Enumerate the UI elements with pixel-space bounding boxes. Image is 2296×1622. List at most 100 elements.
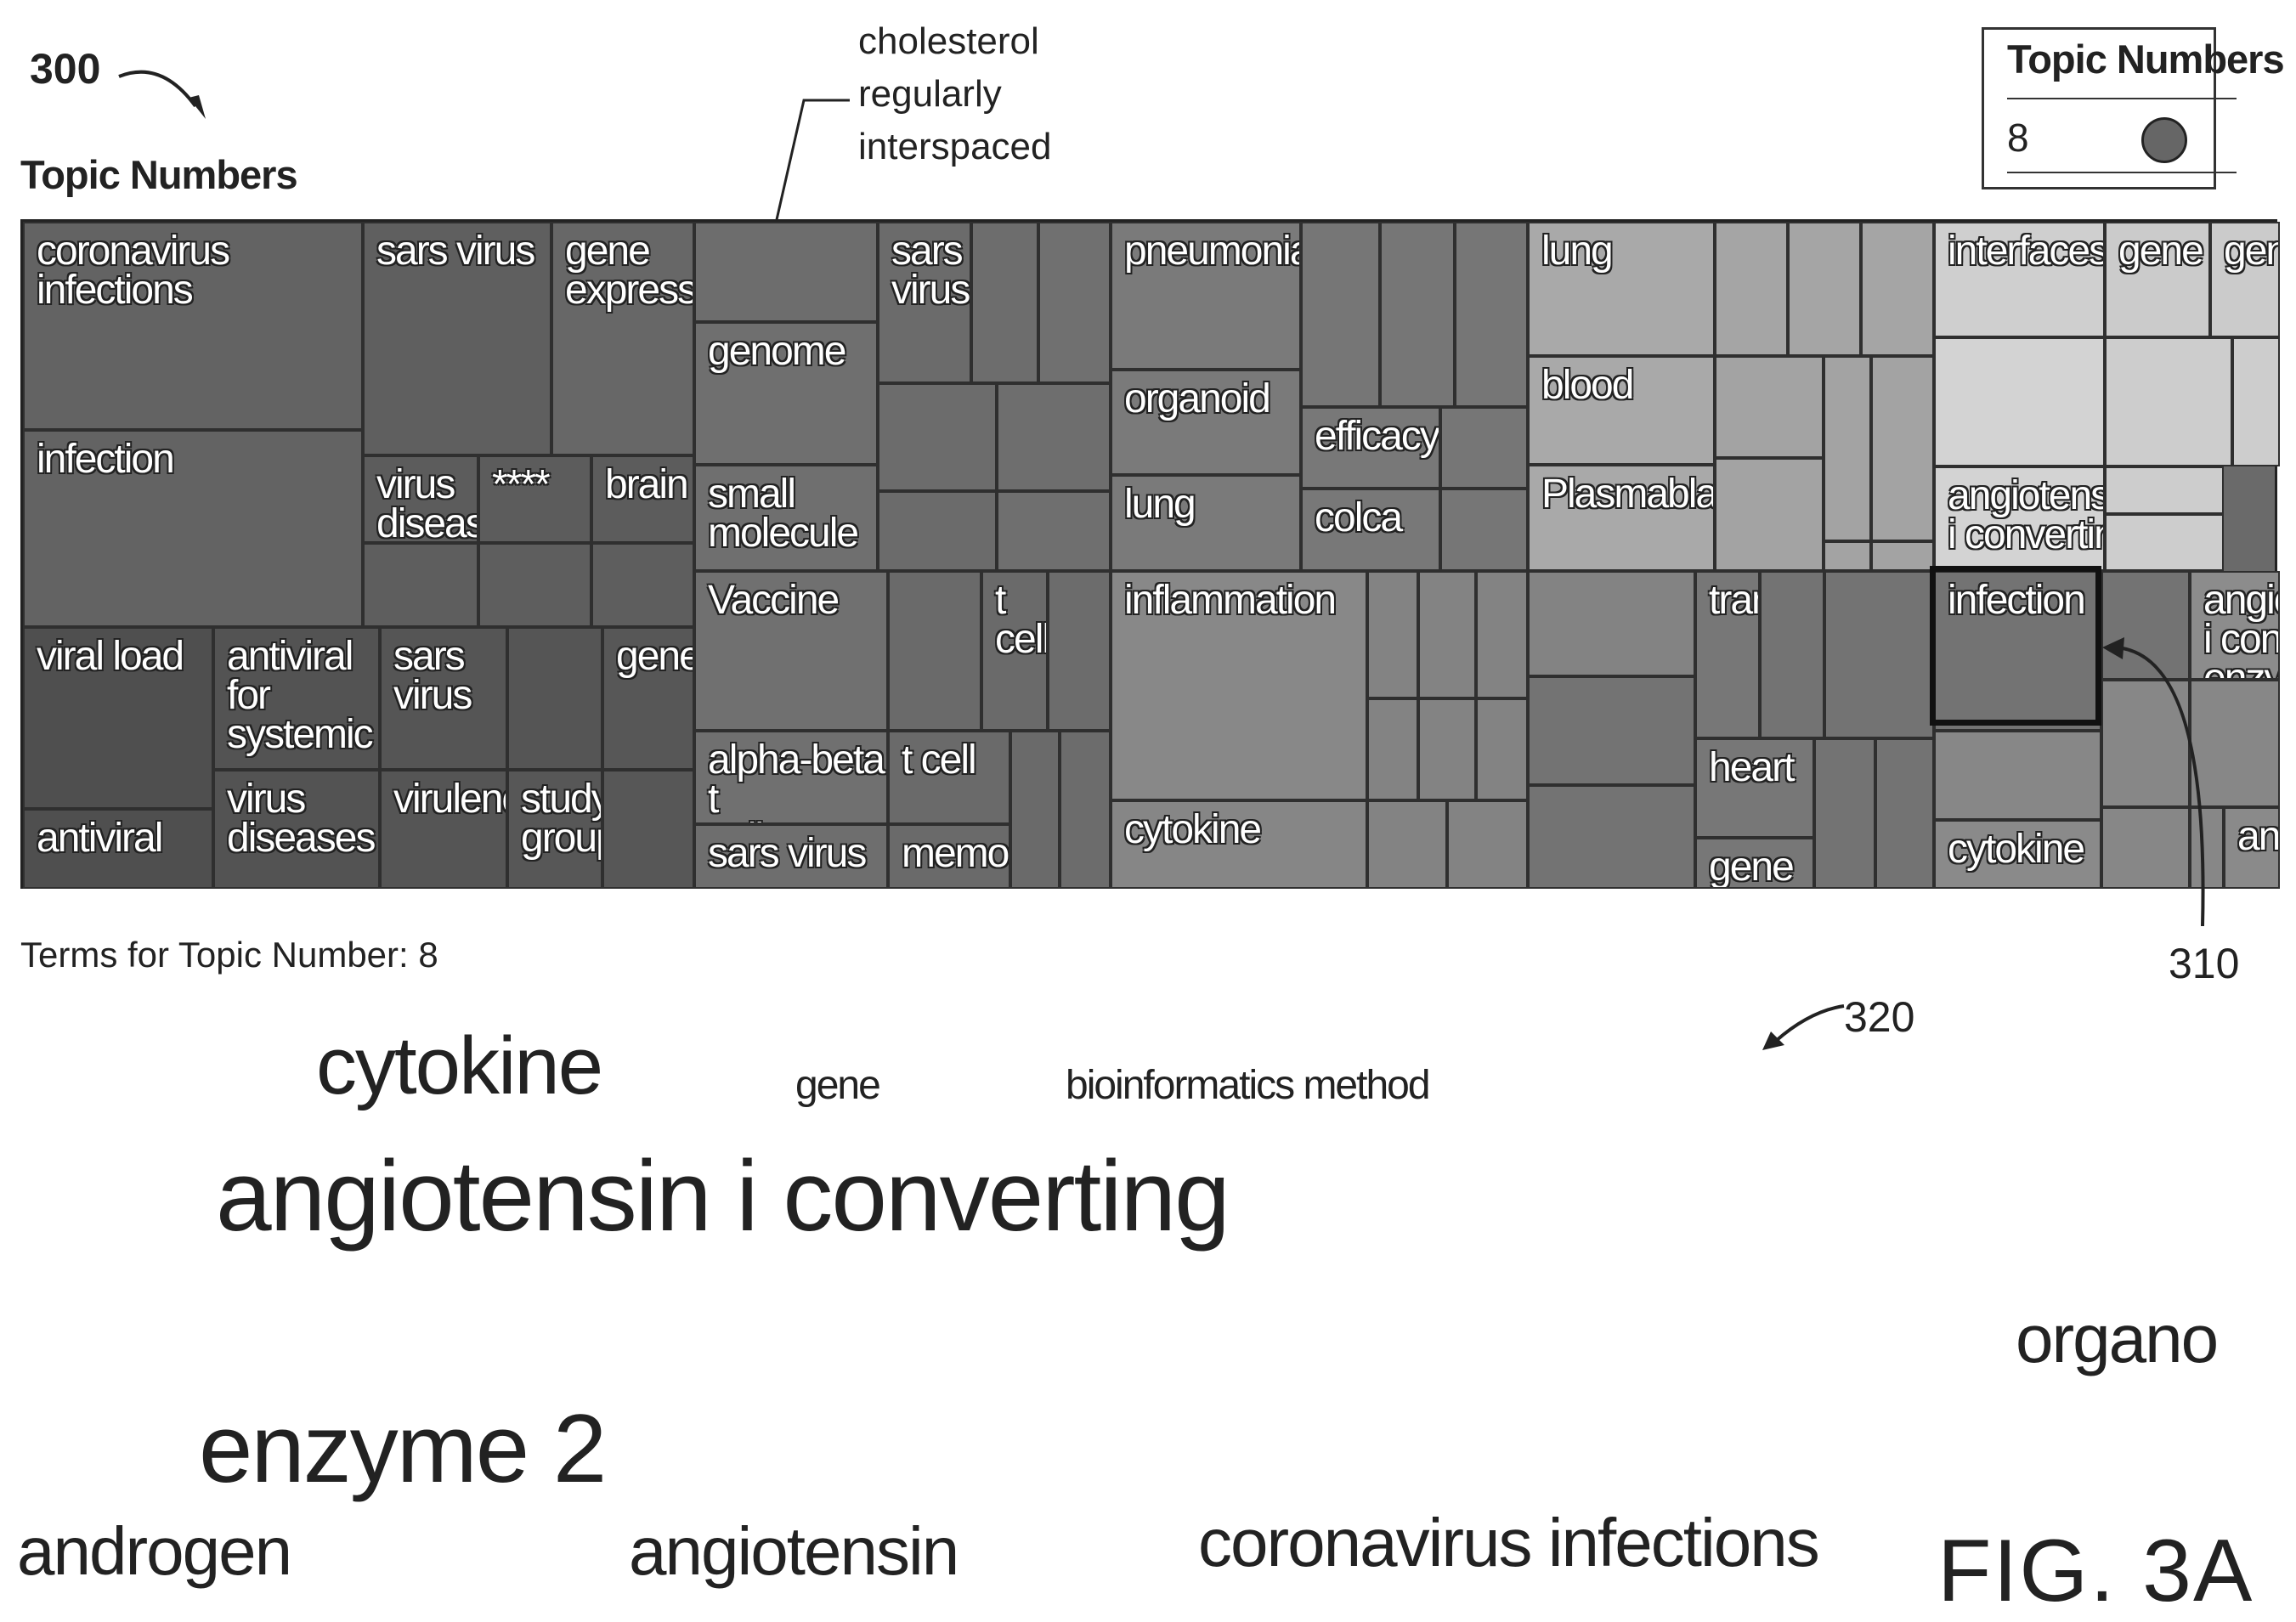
treemap-tile[interactable] (1367, 698, 1418, 800)
treemap-tile[interactable]: study group (507, 770, 602, 889)
treemap-tile[interactable]: gene (2105, 222, 2210, 337)
treemap-tile[interactable]: virus diseases (363, 455, 478, 543)
treemap-tile[interactable]: virus diseases (213, 770, 380, 889)
treemap-tile[interactable]: **** (478, 455, 591, 543)
treemap-tile[interactable] (507, 627, 602, 770)
treemap-tile[interactable] (1788, 222, 1861, 356)
treemap-tile[interactable] (2101, 571, 2190, 680)
treemap-tile[interactable]: heart (1695, 738, 1814, 838)
treemap-tile[interactable]: organoid (1111, 370, 1301, 475)
treemap-tile[interactable] (1455, 222, 1528, 407)
treemap-tile[interactable]: sars virus (878, 222, 971, 383)
treemap-tile[interactable]: Vaccine (694, 571, 888, 731)
treemap-tile[interactable]: blood (1528, 356, 1715, 465)
treemap-tile[interactable]: t cell (888, 731, 1010, 824)
treemap-tile[interactable]: efficacy (1301, 407, 1440, 489)
treemap-tile[interactable] (997, 383, 1111, 491)
treemap-tile[interactable] (1447, 800, 1528, 889)
treemap-tile[interactable]: sars virus (380, 627, 507, 770)
treemap-tile[interactable] (1824, 571, 1934, 738)
treemap-tile[interactable]: cytokine (1934, 820, 2101, 889)
treemap-tile[interactable]: gene (602, 627, 694, 770)
treemap-tile[interactable] (1824, 356, 1871, 541)
treemap-tile[interactable] (1824, 541, 1871, 571)
treemap-tile[interactable]: colca (1301, 489, 1440, 571)
treemap-tile[interactable] (2101, 807, 2190, 889)
treemap-tile[interactable] (1528, 785, 1695, 889)
treemap-tile[interactable] (478, 543, 591, 627)
treemap-tile[interactable] (2105, 466, 2224, 514)
treemap-tile[interactable] (1875, 738, 1934, 889)
treemap-tile[interactable] (878, 383, 997, 491)
treemap-tile[interactable]: genome (694, 322, 878, 465)
treemap-tile[interactable] (1715, 222, 1788, 356)
treemap-tile[interactable]: androgen (2224, 807, 2280, 889)
treemap-tile[interactable] (1060, 731, 1111, 889)
treemap-tile[interactable] (1048, 571, 1111, 731)
treemap-tile[interactable] (1476, 571, 1528, 698)
treemap-tile[interactable]: infection (1934, 571, 2101, 731)
treemap-tile[interactable]: translation (1695, 571, 1760, 738)
treemap-tile[interactable]: small molecule (694, 465, 878, 571)
treemap-tile[interactable] (2105, 514, 2224, 571)
treemap-tile[interactable] (997, 491, 1111, 571)
treemap-tile[interactable]: t cell (981, 571, 1048, 731)
treemap-tile[interactable]: pneumonia (1111, 222, 1301, 370)
treemap-tile[interactable] (971, 222, 1038, 383)
treemap-tile[interactable] (1528, 571, 1695, 676)
treemap-tile[interactable] (1934, 731, 2101, 820)
treemap-tile[interactable]: virulence (380, 770, 507, 889)
treemap-tile[interactable] (2190, 807, 2224, 889)
treemap-tile[interactable]: interfaces (1934, 222, 2105, 337)
treemap-tile[interactable] (363, 543, 478, 627)
treemap-tile[interactable] (1380, 222, 1455, 407)
treemap-tile[interactable] (1367, 571, 1418, 698)
treemap-tile[interactable] (1038, 222, 1111, 383)
treemap-tile[interactable] (694, 222, 878, 322)
treemap-tile[interactable] (1715, 458, 1824, 571)
treemap-tile[interactable] (888, 571, 981, 731)
treemap-tile[interactable] (1934, 337, 2105, 466)
treemap-tile[interactable]: Plasmablast (1528, 465, 1715, 571)
treemap-tile[interactable] (1871, 541, 1934, 571)
treemap-tile[interactable]: sars virus (363, 222, 551, 455)
treemap-tile[interactable]: cytokine (1111, 800, 1367, 889)
treemap-tile[interactable] (2105, 337, 2232, 466)
treemap-tile[interactable]: infection (23, 430, 363, 627)
treemap-tile[interactable]: alpha-beta t cell (694, 731, 888, 824)
treemap-tile[interactable] (1814, 738, 1875, 889)
treemap-tile[interactable] (602, 770, 694, 889)
treemap-tile[interactable] (2101, 680, 2190, 807)
treemap-tile[interactable] (1010, 731, 1060, 889)
treemap-tile[interactable] (1715, 356, 1824, 458)
treemap-tile[interactable]: gene expression (1695, 838, 1814, 889)
treemap-tile[interactable] (1861, 222, 1934, 356)
treemap-tile[interactable] (591, 543, 694, 627)
treemap-tile[interactable]: gene expression (551, 222, 694, 455)
treemap-tile[interactable]: memory (888, 824, 1010, 889)
treemap-tile[interactable]: lung (1111, 475, 1301, 571)
treemap-tile[interactable] (1418, 698, 1476, 800)
treemap-tile[interactable]: inflammation (1111, 571, 1367, 800)
treemap-tile[interactable]: antiviral (23, 809, 213, 889)
treemap-tile[interactable] (878, 491, 997, 571)
treemap-tile[interactable] (1476, 698, 1528, 800)
treemap-tile[interactable]: lung (1528, 222, 1715, 356)
treemap-tile[interactable] (1760, 571, 1824, 738)
treemap-tile[interactable]: gene (2210, 222, 2280, 337)
treemap-tile[interactable]: viral load (23, 627, 213, 809)
treemap-tile[interactable] (1440, 489, 1528, 571)
treemap-tile[interactable]: antiviral for systemic (213, 627, 380, 770)
treemap-tile[interactable] (1301, 222, 1380, 407)
treemap-tile[interactable] (1440, 407, 1528, 489)
treemap-tile[interactable]: sars virus (694, 824, 888, 889)
treemap-tile[interactable]: angiotensin i converting (1934, 466, 2105, 571)
treemap-tile[interactable]: brain (591, 455, 694, 543)
treemap-tile[interactable]: coronavirus infections (23, 222, 363, 430)
treemap-tile[interactable] (1367, 800, 1447, 889)
treemap-tile[interactable]: angiotensin i converting enzyme 2 (2190, 571, 2280, 680)
treemap-tile[interactable] (2232, 337, 2280, 466)
treemap-tile[interactable] (1528, 676, 1695, 785)
treemap-tile[interactable] (1418, 571, 1476, 698)
treemap-tile[interactable] (1871, 356, 1934, 541)
